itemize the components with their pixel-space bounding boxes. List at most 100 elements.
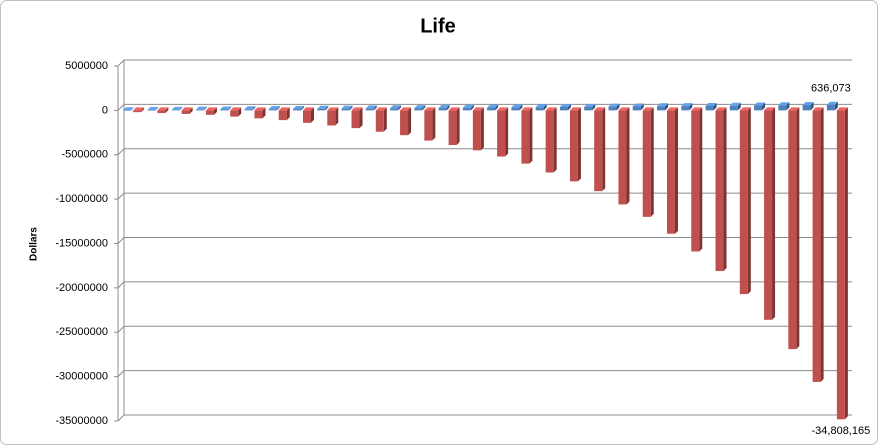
bar-top (365, 105, 377, 109)
bar-side (228, 106, 232, 111)
bar-top (594, 107, 606, 111)
bar-top (220, 106, 232, 110)
bar-top (400, 107, 412, 111)
bar (584, 106, 593, 111)
bar-side (543, 104, 547, 111)
grid-diagonal (117, 414, 125, 422)
bar-side (723, 107, 727, 272)
bar-top (303, 107, 314, 111)
y-tick-label: -35000000 (55, 415, 108, 427)
bar-top (836, 107, 848, 111)
bar (642, 110, 651, 217)
bar-top (390, 105, 402, 109)
bar-side (131, 107, 135, 111)
bar-top (618, 107, 630, 111)
bar (351, 110, 360, 129)
bar-top (569, 107, 581, 111)
bar (569, 110, 578, 182)
bar-side (311, 107, 314, 123)
bar-top (608, 103, 620, 107)
bar (778, 105, 787, 111)
bar (535, 107, 544, 111)
bar-side (238, 107, 242, 117)
bar-side (325, 105, 329, 111)
bar (230, 110, 239, 117)
bar-top (133, 107, 145, 111)
bar-top (521, 107, 533, 111)
bar-side (252, 106, 256, 111)
bar (147, 110, 156, 111)
bar-top (657, 103, 668, 107)
bar-top (778, 102, 790, 106)
y-tick-label: -15000000 (55, 237, 108, 249)
bar-side (141, 107, 145, 113)
bar-top (327, 107, 339, 111)
bar-side (446, 104, 450, 111)
bar (487, 107, 496, 111)
bar-side (810, 101, 814, 111)
bar-side (553, 107, 557, 173)
bar (438, 107, 447, 111)
bar-side (567, 104, 571, 111)
bar (303, 110, 311, 123)
bar-top (181, 107, 193, 111)
bar (424, 110, 433, 141)
bar-side (203, 106, 207, 111)
bar-top (812, 107, 824, 111)
bar-top (230, 107, 242, 111)
bar-side (626, 107, 630, 205)
bar-side (189, 107, 193, 114)
bar-side (432, 107, 436, 141)
bar-side (796, 107, 800, 350)
bar-side (480, 107, 484, 151)
bar (414, 108, 423, 111)
grid-diagonal (117, 104, 125, 111)
bar-top (157, 107, 169, 111)
bar (608, 106, 617, 111)
chart-title: Life (420, 15, 456, 37)
grid-diagonal (117, 325, 125, 333)
bar-side (786, 102, 790, 111)
bar-top (317, 105, 329, 109)
bar-side (713, 102, 717, 111)
y-tick-label: -10000000 (55, 193, 108, 205)
bar-top (195, 106, 207, 110)
bar (618, 110, 627, 205)
bar-side (165, 107, 169, 114)
bar (400, 110, 409, 136)
bar (594, 110, 603, 192)
bar-side (650, 107, 654, 217)
bar (836, 110, 845, 420)
bar-side (383, 107, 387, 132)
bar (341, 108, 350, 111)
bar (764, 110, 773, 320)
bar (715, 110, 724, 272)
bar-side (286, 107, 290, 121)
bar-top (632, 103, 644, 107)
bar-side (592, 103, 596, 111)
bar (365, 108, 374, 111)
bar-side (470, 104, 474, 111)
bar-top (424, 107, 436, 111)
bar (657, 106, 665, 111)
bar (632, 106, 641, 111)
bar-top (472, 107, 484, 111)
grid-diagonal (117, 148, 125, 156)
bar-side (675, 107, 678, 234)
bar (123, 110, 132, 111)
bar-top (414, 105, 426, 109)
y-axis-label: Dollars (29, 227, 40, 261)
bar-top (691, 107, 703, 111)
bar-side (349, 105, 353, 111)
bar-side (301, 105, 304, 111)
bar-top (448, 107, 460, 111)
bar-side (179, 106, 183, 111)
bar-side (737, 102, 741, 111)
bar-side (335, 107, 339, 126)
bar (293, 108, 301, 111)
bar (448, 110, 457, 145)
bar (681, 106, 690, 111)
bar-side (359, 107, 363, 129)
bar (691, 110, 700, 252)
bar (390, 108, 399, 111)
